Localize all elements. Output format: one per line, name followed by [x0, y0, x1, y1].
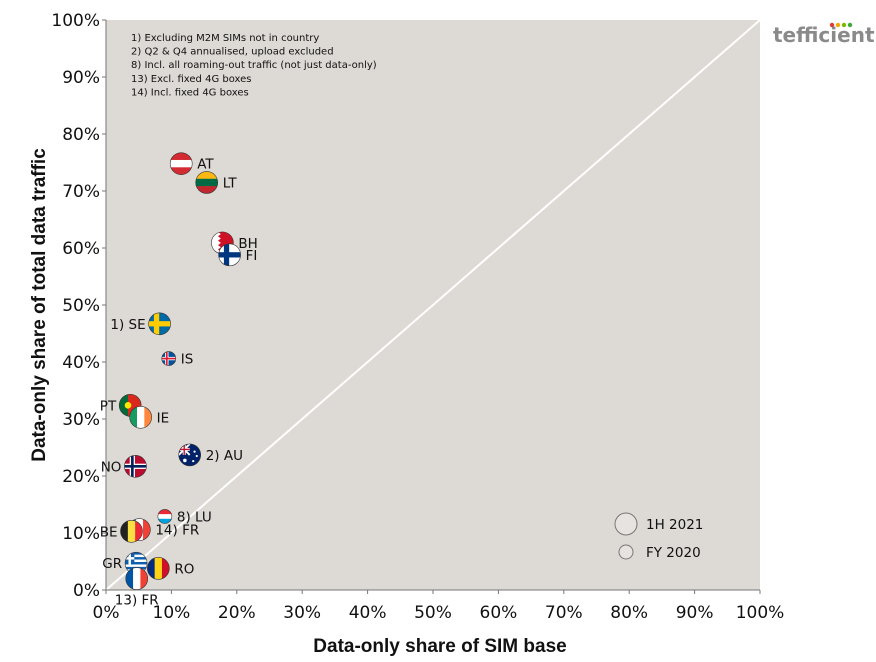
x-tick-label: 70%: [545, 603, 583, 623]
y-tick-label: 0%: [73, 581, 100, 601]
data-point-8-lu: 8) LU: [157, 509, 212, 525]
data-point-at: AT: [169, 152, 214, 175]
brand-dot: [829, 22, 835, 28]
footnote: 13) Excl. fixed 4G boxes: [131, 74, 252, 85]
data-point-lt: LT: [195, 171, 238, 194]
data-point-ro: RO: [147, 557, 194, 580]
x-tick-label: 60%: [480, 603, 518, 623]
brand-dot: [841, 22, 847, 28]
data-label: IS: [181, 352, 194, 368]
data-point-is: IS: [161, 351, 194, 368]
footnote: 1) Excluding M2M SIMs not in country: [131, 33, 319, 44]
data-label: LT: [223, 175, 238, 191]
y-tick-label: 10%: [62, 524, 100, 544]
legend-label: FY 2020: [646, 545, 701, 561]
brand-name: tefficient: [773, 23, 875, 47]
x-tick-label: 30%: [283, 603, 321, 623]
data-label: 8) LU: [177, 509, 212, 525]
data-label: FI: [246, 248, 258, 264]
y-tick-label: 90%: [62, 68, 100, 88]
x-tick-label: 20%: [218, 603, 256, 623]
data-point-fi: FI: [218, 243, 258, 267]
y-tick-label: 30%: [62, 410, 100, 430]
x-tick-label: 90%: [676, 603, 714, 623]
x-tick-label: 40%: [349, 603, 387, 623]
data-label: GR: [102, 556, 122, 572]
y-tick-label: 70%: [62, 182, 100, 202]
data-label: 1) SE: [110, 317, 145, 333]
x-tick-label: 0%: [93, 603, 120, 623]
brand-dot: [835, 22, 841, 28]
y-tick-label: 40%: [62, 353, 100, 373]
footnote: 2) Q2 & Q4 annualised, upload excluded: [131, 47, 334, 58]
y-tick-label: 100%: [51, 11, 100, 31]
data-point-13-fr: 13) FR: [115, 567, 159, 609]
data-label: BH: [238, 236, 257, 252]
data-point-1-se: 1) SE: [110, 312, 171, 336]
data-label: IE: [157, 410, 170, 426]
y-axis-title: Data-only share of total data traffic: [29, 148, 50, 462]
data-point-no: NO: [101, 455, 147, 478]
x-tick-label: 80%: [610, 603, 648, 623]
brand-logo: tefficient: [773, 22, 875, 47]
legend-marker: [618, 544, 634, 560]
data-point-ie: IE: [129, 405, 170, 429]
y-tick-label: 50%: [62, 296, 100, 316]
y-tick-label: 20%: [62, 467, 100, 487]
data-label: 13) FR: [115, 593, 159, 609]
y-tick-label: 60%: [62, 239, 100, 259]
diagonal-reference-line: [105, 19, 761, 591]
data-label: 2) AU: [206, 448, 243, 464]
x-tick-label: 50%: [414, 603, 452, 623]
x-tick-label: 100%: [736, 603, 785, 623]
data-label: NO: [101, 459, 122, 475]
data-label: 14) FR: [155, 523, 199, 539]
legend-label: 1H 2021: [646, 517, 703, 533]
footnote: 8) Incl. all roaming-out traffic (not ju…: [131, 60, 377, 71]
data-point-2-au: 2) AU: [178, 443, 243, 467]
legend: 1H 2021 FY 2020: [614, 512, 703, 561]
x-tick-label: 10%: [153, 603, 191, 623]
data-label: RO: [174, 561, 194, 577]
data-label: PT: [100, 398, 117, 414]
legend-marker: [614, 512, 638, 536]
data-point-be: BE: [100, 519, 143, 543]
data-label: AT: [197, 157, 214, 173]
data-label: BE: [100, 524, 118, 540]
brand-dot: [847, 22, 853, 28]
x-axis-title: Data-only share of SIM base: [313, 636, 566, 657]
y-tick-label: 80%: [62, 125, 100, 145]
footnote: 14) Incl. fixed 4G boxes: [131, 87, 249, 98]
